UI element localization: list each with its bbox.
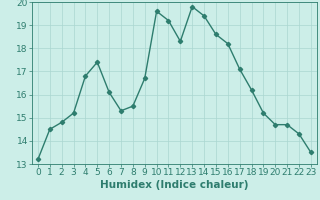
X-axis label: Humidex (Indice chaleur): Humidex (Indice chaleur) [100,180,249,190]
